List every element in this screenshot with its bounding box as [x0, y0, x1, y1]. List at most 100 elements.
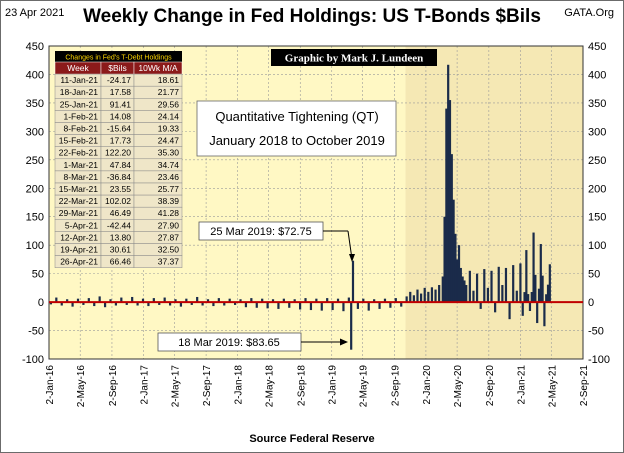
bar — [55, 297, 58, 303]
bar — [532, 232, 535, 303]
bar — [299, 302, 302, 310]
bar — [60, 302, 63, 306]
bar — [174, 299, 177, 303]
table-cell: 26-Apr-21 — [60, 257, 98, 267]
bar — [239, 299, 242, 303]
bar — [217, 298, 220, 303]
bar — [168, 302, 172, 306]
table-header-label: Week — [67, 63, 89, 73]
table-cell: 14.08 — [110, 111, 132, 121]
table-cell: -36.84 — [107, 172, 131, 182]
bar — [320, 302, 323, 311]
y-tick-label-right: 200 — [588, 183, 606, 195]
bar — [373, 299, 376, 303]
bar — [76, 298, 80, 303]
table-cell: 5-Apr-21 — [65, 220, 98, 230]
bar — [457, 245, 461, 303]
bar — [486, 287, 490, 303]
table-cell: 24.14 — [158, 111, 180, 121]
bar — [543, 302, 546, 327]
table-cell: 91.41 — [110, 99, 132, 109]
bar — [66, 299, 69, 303]
bar — [266, 302, 269, 309]
bar — [304, 298, 307, 303]
table-cell: 19-Apr-21 — [60, 245, 98, 255]
bar — [87, 298, 90, 303]
bar — [475, 273, 479, 303]
bar — [468, 270, 471, 303]
y-tick-label-right: 50 — [588, 269, 600, 281]
bar — [114, 302, 118, 306]
bar — [416, 289, 419, 303]
y-tick-label-left: 250 — [26, 155, 44, 167]
x-tick-label: 2-Sep-18 — [296, 365, 307, 407]
bar — [362, 298, 365, 303]
bar — [441, 276, 444, 303]
bar — [461, 276, 464, 303]
x-tick-label: 2-May-20 — [453, 365, 464, 408]
x-tick-label: 2-Sep-16 — [108, 365, 119, 407]
bar — [545, 294, 548, 303]
bar — [158, 302, 161, 305]
bar — [315, 298, 318, 303]
table-cell: 102.02 — [105, 196, 131, 206]
bar — [367, 302, 370, 311]
table-cell: 15-Feb-21 — [59, 136, 98, 146]
bar — [448, 100, 452, 303]
y-tick-label-right: -50 — [588, 326, 604, 338]
bar — [539, 244, 542, 303]
table-cell: -42.44 — [107, 220, 131, 230]
bar — [125, 302, 128, 305]
x-tick-label: 2-Jan-16 — [45, 365, 56, 405]
bar — [456, 259, 459, 303]
bar — [536, 302, 539, 324]
bar — [504, 267, 508, 303]
bar — [465, 285, 468, 303]
table-cell: 37.37 — [158, 257, 180, 267]
bar — [400, 302, 403, 307]
table-cell: 18.61 — [158, 75, 180, 85]
qt-annotation-line1: Quantitative Tightening (QT) — [215, 109, 378, 124]
bar — [501, 285, 504, 303]
table-cell-bg — [133, 255, 183, 268]
bar — [512, 265, 515, 303]
bar — [342, 302, 345, 312]
x-tick-label: 2-May-19 — [359, 365, 370, 408]
bar — [141, 298, 145, 303]
table-cell: 1-Mar-21 — [64, 160, 99, 170]
table-cell: -15.64 — [107, 124, 131, 134]
table-cell: 8-Mar-21 — [64, 172, 99, 182]
plot-border — [48, 45, 584, 360]
bar — [356, 302, 359, 309]
bar — [447, 64, 450, 303]
x-tick-label: 2-Jan-20 — [422, 365, 433, 405]
qt-annotation-line2: January 2018 to October 2019 — [209, 133, 385, 148]
bar — [541, 275, 544, 303]
bar — [405, 296, 408, 303]
table-cell: 23.55 — [110, 184, 132, 194]
table-cell: 66.46 — [110, 257, 132, 267]
y-tick-label-right: 350 — [588, 98, 606, 110]
x-tick-label: 2-Jan-17 — [139, 365, 150, 405]
bar — [434, 289, 437, 303]
bar — [282, 298, 285, 303]
bar — [212, 302, 215, 307]
table-title: Changes in Fed's T-Debt Holdings — [65, 55, 172, 62]
bar — [483, 269, 486, 303]
bar — [326, 298, 329, 303]
table-cell: 15-Mar-21 — [59, 184, 98, 194]
bar — [519, 263, 522, 303]
bar — [147, 302, 150, 307]
credit-box — [271, 49, 437, 66]
bar — [463, 280, 466, 303]
bar — [527, 294, 530, 303]
bar — [419, 293, 423, 303]
bar — [223, 302, 226, 306]
bar — [445, 108, 448, 303]
bar — [454, 233, 457, 303]
bar — [336, 298, 340, 303]
bar — [347, 297, 350, 303]
callout-low-text: 18 Mar 2019: $83.65 — [178, 337, 280, 349]
bar — [228, 298, 231, 303]
